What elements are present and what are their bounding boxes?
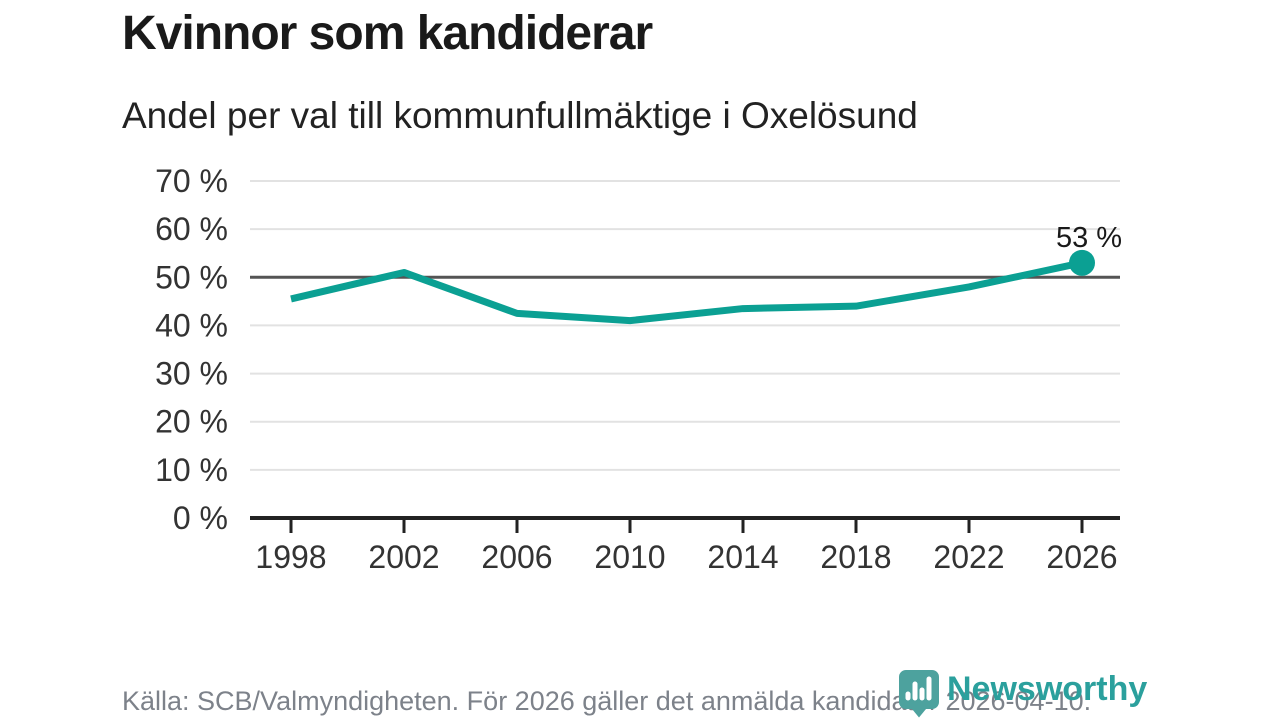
y-tick-label: 50 % [155,259,228,295]
y-tick-label: 70 % [155,163,228,199]
y-tick-label: 40 % [155,307,228,343]
x-tick-label: 2010 [594,539,665,575]
y-tick-label: 30 % [155,356,228,392]
newsworthy-logo: Newsworthy [898,669,1147,718]
x-tick-label: 1998 [255,539,326,575]
x-tick-label: 2026 [1046,539,1117,575]
data-line [290,259,1083,325]
newsworthy-logo-text: Newsworthy [947,670,1148,708]
y-tick-label: 20 % [155,404,228,440]
chart-subtitle: Andel per val till kommunfullmäktige i O… [122,95,918,136]
y-tick-label: 0 % [173,500,228,536]
x-tick-label: 2022 [933,539,1004,575]
x-tick-label: 2006 [481,539,552,575]
page-title: Kvinnor som kandiderar [122,7,653,60]
x-tick-label: 2018 [820,539,891,575]
end-point-marker [1069,249,1095,276]
x-tick-label: 2002 [368,539,439,575]
logo-bar-chart-glyph [905,676,932,701]
end-point-value-label: 53 % [1056,222,1122,254]
y-tick-label: 10 % [155,452,228,488]
newsworthy-logo-icon [899,670,939,718]
y-tick-label: 60 % [155,211,228,247]
x-tick-label: 2014 [707,539,778,575]
